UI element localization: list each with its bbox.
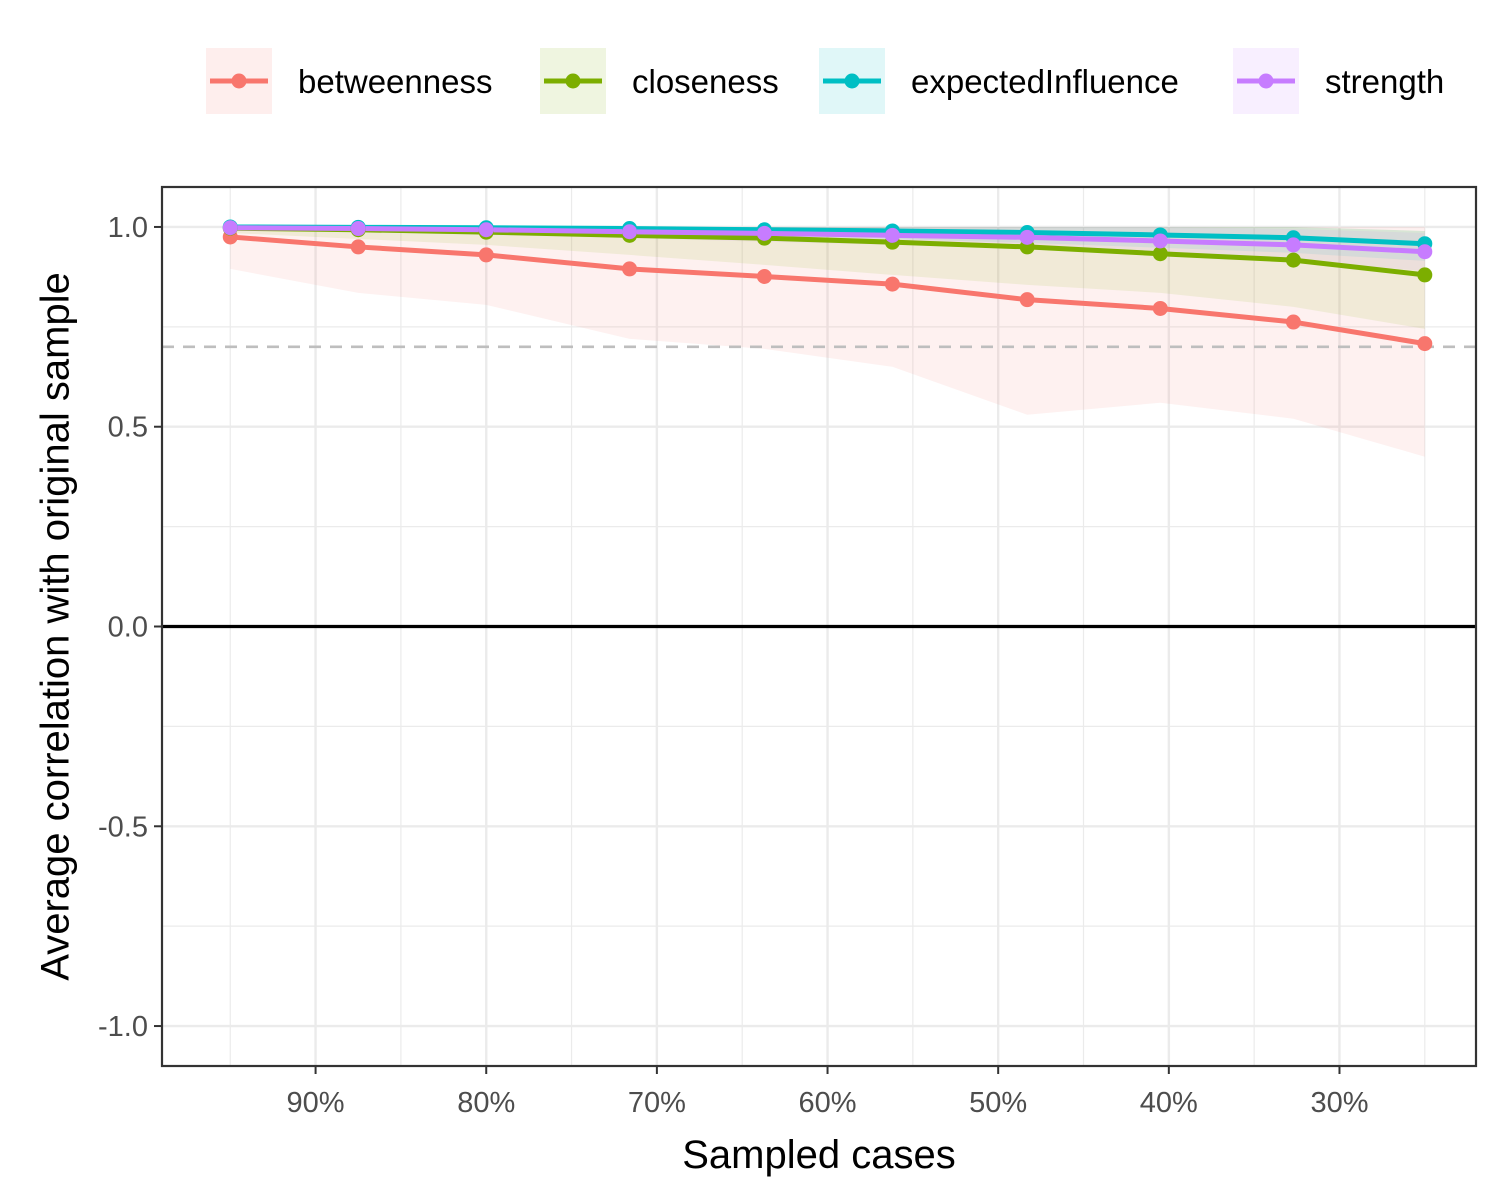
point-strength: [1285, 237, 1301, 253]
series-line-strength: [230, 225, 1425, 255]
point-strength: [350, 221, 366, 237]
point-betweenness: [756, 268, 772, 284]
y-tick-label: 0.5: [108, 412, 148, 444]
y-tick-label: 0.0: [108, 612, 148, 644]
legend-key-point: [565, 73, 581, 89]
series-lines: [230, 224, 1426, 347]
point-betweenness: [350, 239, 366, 255]
legend-item-expectedInfluence: expectedInfluence: [819, 48, 1179, 114]
point-strength: [222, 220, 238, 236]
point-strength: [1152, 233, 1168, 249]
point-strength: [622, 224, 638, 240]
legend-key-point: [1258, 73, 1274, 89]
legend: betweenness closeness expectedInfluence str…: [206, 48, 1444, 114]
point-betweenness: [884, 276, 900, 292]
x-tick-label: 70%: [628, 1087, 686, 1119]
point-closeness: [1152, 246, 1168, 262]
legend-label: closeness: [632, 63, 779, 100]
x-tick-label: 80%: [457, 1087, 515, 1119]
x-tick-label: 30%: [1310, 1087, 1368, 1119]
y-axis-title: Average correlation with original sample: [34, 272, 78, 981]
x-axis: 90% 80% 70% 60% 50% 40% 30%: [287, 1066, 1369, 1119]
point-betweenness: [1285, 314, 1301, 330]
y-tick-label: -1.0: [98, 1011, 148, 1043]
legend-label: strength: [1325, 63, 1444, 100]
point-betweenness: [1417, 336, 1433, 352]
point-strength: [478, 222, 494, 238]
legend-item-betweenness: betweenness: [206, 48, 492, 114]
point-strength: [756, 225, 772, 241]
legend-item-strength: strength: [1233, 48, 1444, 114]
point-betweenness: [622, 261, 638, 277]
legend-label: expectedInfluence: [911, 63, 1179, 100]
point-strength: [884, 227, 900, 243]
legend-key-point: [231, 73, 247, 89]
point-closeness: [1285, 252, 1301, 268]
point-strength: [1019, 229, 1035, 245]
y-axis: 1.0 0.5 0.0 -0.5 -1.0: [98, 212, 162, 1043]
reference-lines: [162, 345, 1476, 629]
band-betweenness: [230, 226, 1425, 457]
point-closeness: [1417, 267, 1433, 283]
point-betweenness: [1019, 292, 1035, 308]
point-strength: [1417, 244, 1433, 260]
x-tick-label: 50%: [969, 1087, 1027, 1119]
x-tick-label: 90%: [287, 1087, 345, 1119]
series-line-betweenness: [230, 234, 1426, 347]
series-points: [222, 219, 1433, 352]
point-betweenness: [478, 247, 494, 263]
x-tick-label: 60%: [799, 1087, 857, 1119]
legend-label: betweenness: [298, 63, 492, 100]
legend-key-point: [844, 73, 860, 89]
legend-item-closeness: closeness: [540, 48, 779, 114]
x-axis-title: Sampled cases: [682, 1133, 955, 1177]
y-tick-label: -0.5: [98, 811, 148, 843]
point-betweenness: [1152, 300, 1168, 316]
y-tick-label: 1.0: [108, 212, 148, 244]
x-tick-label: 40%: [1140, 1087, 1198, 1119]
